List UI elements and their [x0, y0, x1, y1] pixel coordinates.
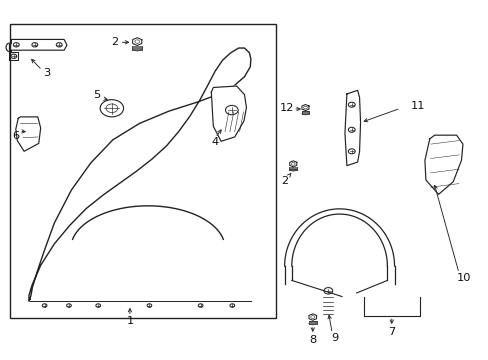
Text: 2: 2 — [111, 37, 118, 47]
Text: 12: 12 — [280, 103, 294, 113]
Polygon shape — [16, 117, 41, 151]
Bar — [10, 24, 276, 318]
Text: 9: 9 — [331, 333, 338, 343]
Polygon shape — [344, 90, 360, 166]
Polygon shape — [211, 86, 246, 141]
Polygon shape — [424, 135, 462, 194]
Polygon shape — [9, 40, 67, 51]
Text: 6: 6 — [12, 131, 19, 140]
Text: 1: 1 — [126, 316, 133, 326]
Text: 4: 4 — [211, 137, 218, 147]
Text: 5: 5 — [93, 90, 101, 100]
Text: 8: 8 — [308, 335, 316, 345]
Text: 2: 2 — [280, 176, 287, 186]
Text: 10: 10 — [456, 273, 470, 283]
Text: 11: 11 — [409, 101, 424, 111]
Text: 7: 7 — [387, 327, 395, 337]
Text: 3: 3 — [43, 68, 50, 78]
